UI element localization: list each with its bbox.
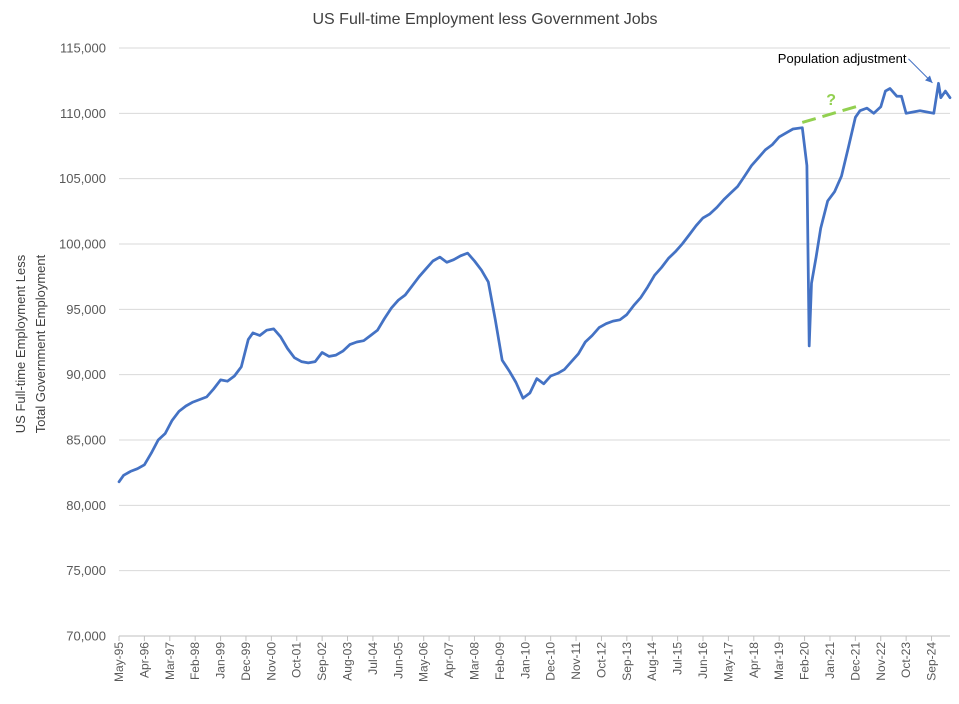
x-tick-label: Jul-04 xyxy=(366,642,380,675)
y-tick-label: 115,000 xyxy=(60,41,106,56)
y-axis-title-line-1: US Full-time Employment Less xyxy=(13,254,28,433)
y-tick-label: 70,000 xyxy=(66,629,106,644)
x-tick-label: Oct-01 xyxy=(290,642,304,678)
x-tick-label: Dec-21 xyxy=(848,642,862,681)
x-tick-label: Mar-19 xyxy=(772,642,786,680)
series-line xyxy=(117,81,952,484)
x-tick-label: Jan-99 xyxy=(214,642,228,679)
x-tick-label: Mar-08 xyxy=(467,642,481,680)
y-tick-label: 90,000 xyxy=(66,367,106,382)
x-tick-label: Jan-10 xyxy=(518,642,532,679)
x-tick-label: Nov-11 xyxy=(569,642,583,680)
y-tick-label: 110,000 xyxy=(60,106,106,121)
x-tick-label: Oct-12 xyxy=(594,642,608,678)
x-tick-label: Dec-10 xyxy=(544,642,558,681)
trend-layer xyxy=(801,104,861,124)
x-tick-label: May-17 xyxy=(721,642,735,682)
x-tick-label: Jun-05 xyxy=(391,642,405,679)
y-tick-label: 105,000 xyxy=(59,171,106,186)
x-tick-label: Nov-22 xyxy=(874,642,888,681)
x-tick-label: May-06 xyxy=(417,642,431,682)
x-tick-label: Jun-16 xyxy=(696,642,710,679)
y-axis-ticks: 70,000 75,000 80,000 85,000 90,000 95,000 100,… xyxy=(59,41,106,644)
x-tick-label: May-95 xyxy=(112,642,126,682)
y-tick-label: 100,000 xyxy=(59,237,106,252)
x-tick-label: Nov-00 xyxy=(264,642,278,681)
x-tick-label: Jul-15 xyxy=(671,642,685,675)
x-tick-label: Jan-21 xyxy=(823,642,837,679)
trend-question-mark: ? xyxy=(826,92,836,109)
gridlines xyxy=(119,47,950,637)
annotation-arrow-head xyxy=(925,75,933,83)
y-tick-label: 80,000 xyxy=(66,498,106,513)
y-tick-label: 75,000 xyxy=(66,563,106,578)
chart-title: US Full-time Employment less Government … xyxy=(313,11,658,28)
x-tick-label: Oct-23 xyxy=(899,642,913,678)
y-axis-title: US Full-time Employment Less Total Gover… xyxy=(13,254,48,433)
annotation-layer: ? Population adjustment xyxy=(778,51,933,109)
x-tick-label: Sep-13 xyxy=(620,642,634,681)
x-tick-label: Feb-20 xyxy=(798,642,812,680)
y-tick-label: 85,000 xyxy=(66,433,106,448)
x-tick-label: Feb-98 xyxy=(188,642,202,680)
x-tick-label: Aug-14 xyxy=(645,642,659,681)
x-tick-label: Apr-18 xyxy=(747,642,761,678)
x-tick-label: Apr-96 xyxy=(137,642,151,678)
x-tick-label: Sep-02 xyxy=(315,642,329,681)
x-tick-label: Sep-24 xyxy=(925,642,939,681)
trend-projection-line xyxy=(801,104,861,124)
x-axis-ticks: May-95 Apr-96 Mar-97 Feb-98 Jan-99 Dec-99 Nov-… xyxy=(112,635,950,682)
x-tick-label: Dec-99 xyxy=(239,642,253,681)
y-axis-title-line-2: Total Government Employment xyxy=(33,254,48,433)
x-tick-label: Aug-03 xyxy=(341,642,355,681)
x-tick-label: Mar-97 xyxy=(163,642,177,680)
x-tick-label: Apr-07 xyxy=(442,642,456,678)
y-tick-label: 95,000 xyxy=(66,302,106,317)
x-tick-label: Feb-09 xyxy=(493,642,507,680)
population-adjustment-label: Population adjustment xyxy=(778,51,907,66)
series-layer xyxy=(117,81,952,484)
